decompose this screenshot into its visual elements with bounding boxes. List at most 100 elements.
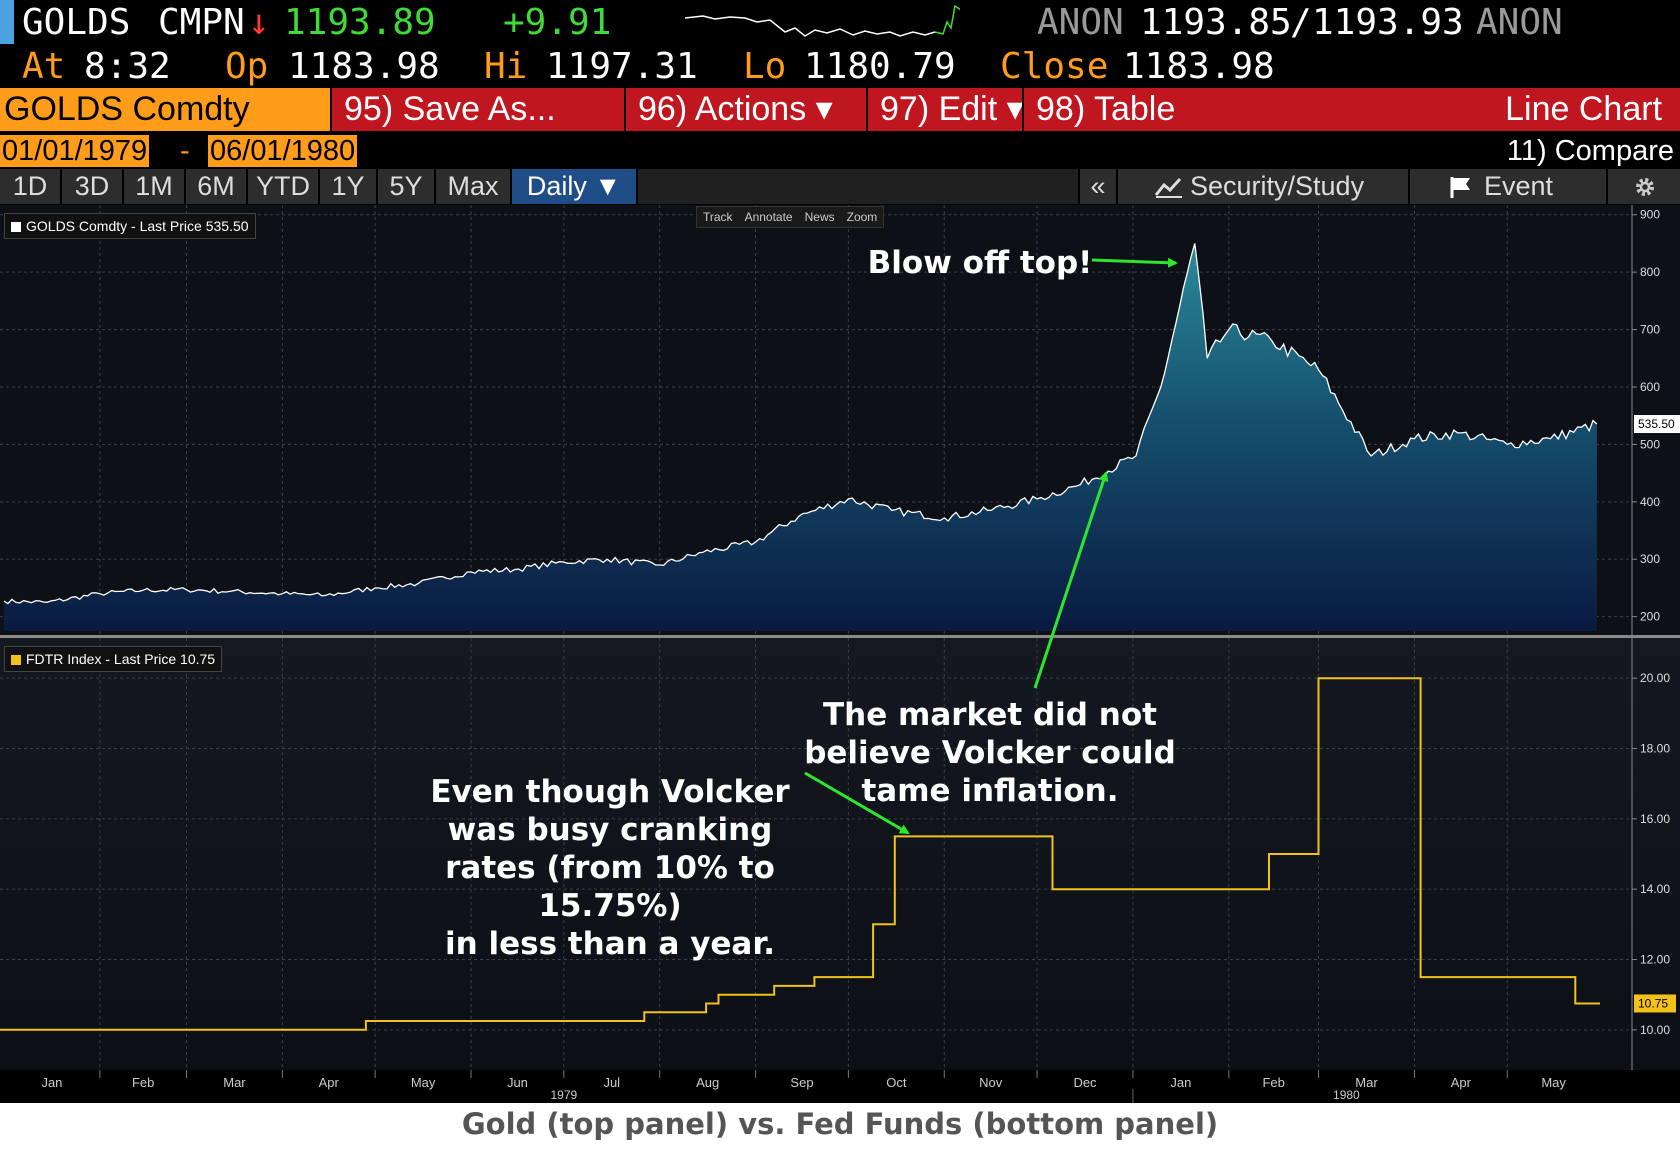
gold-last-tag-label: 535.50 bbox=[1638, 417, 1675, 431]
x-tick-label: Mar bbox=[1355, 1075, 1378, 1090]
volcker-arrow bbox=[804, 771, 910, 835]
end-date-field[interactable]: 06/01/1980 bbox=[208, 135, 358, 167]
settings-button[interactable] bbox=[1606, 169, 1680, 204]
event-label: Event bbox=[1484, 171, 1554, 201]
security-study-button[interactable]: Security/Study bbox=[1116, 169, 1408, 204]
gold-y-tick-label: 600 bbox=[1640, 380, 1660, 394]
net-change: +9.91 bbox=[503, 2, 612, 43]
low-value: 1180.79 bbox=[804, 46, 956, 87]
flag-icon bbox=[1450, 177, 1470, 198]
quote-time: 8:32 bbox=[84, 46, 171, 87]
market-annotation-line: believe Volcker could bbox=[804, 735, 1176, 771]
fed-y-tick-label: 16.00 bbox=[1640, 812, 1670, 826]
volcker-annotation: Even though Volcker was busy cranking ra… bbox=[380, 773, 840, 963]
at-label: At bbox=[22, 46, 66, 87]
volcker-annotation-line: was busy cranking bbox=[447, 812, 773, 848]
low-label: Lo bbox=[743, 46, 787, 87]
x-tick-label: Apr bbox=[1451, 1075, 1472, 1090]
x-tick-label: Apr bbox=[319, 1075, 340, 1090]
news-button[interactable]: News bbox=[804, 210, 835, 224]
tab-3d[interactable]: 3D bbox=[62, 169, 124, 204]
period-tab-bar: 1D 3D 1M 6M YTD 1Y 5Y Max Daily ▼ « Secu… bbox=[0, 169, 1680, 204]
start-date-field[interactable]: 01/01/1979 bbox=[0, 135, 150, 167]
volcker-annotation-line: in less than a year. bbox=[444, 926, 775, 962]
chart-type-title: Line Chart bbox=[1505, 90, 1662, 128]
tab-ytd[interactable]: YTD bbox=[248, 169, 320, 204]
tab-5y[interactable]: 5Y bbox=[378, 169, 436, 204]
collapse-icon[interactable]: « bbox=[1078, 169, 1116, 204]
open-value: 1183.98 bbox=[288, 46, 440, 87]
volcker-annotation-line: rates (from 10% to 15.75%) bbox=[445, 850, 775, 924]
bid-label: ANON bbox=[1037, 2, 1124, 43]
ask-label: ANON bbox=[1476, 2, 1563, 43]
tab-1y[interactable]: 1Y bbox=[320, 169, 378, 204]
ticker[interactable]: GOLDS bbox=[22, 2, 131, 43]
annotate-button[interactable]: Annotate bbox=[744, 210, 793, 224]
tab-6m[interactable]: 6M bbox=[186, 169, 248, 204]
x-tick-label: Aug bbox=[696, 1075, 719, 1090]
x-tick-label: Jan bbox=[1170, 1075, 1191, 1090]
market-annotation-line: tame inflation. bbox=[861, 773, 1119, 809]
security-field[interactable]: GOLDS Comdty bbox=[0, 88, 330, 131]
axes: Jan Feb Mar Apr May Jun Jul Aug Sep Oct Nov Dec Jan F… bbox=[41, 205, 1670, 1103]
event-button[interactable]: Event bbox=[1408, 169, 1606, 204]
year-label: 1979 bbox=[550, 1088, 577, 1102]
bid-ask-separator: / bbox=[1290, 2, 1312, 43]
gold-y-tick-label: 500 bbox=[1640, 437, 1660, 451]
actions-menu[interactable]: 96) Actions ▾ bbox=[624, 88, 878, 131]
gold-legend[interactable]: GOLDS Comdty - Last Price 535.50 bbox=[4, 213, 256, 239]
date-range-row: 01/01/1979 - 06/01/1980 11) Compare bbox=[0, 133, 1680, 169]
fed-y-tick-label: 14.00 bbox=[1640, 882, 1670, 896]
last-price: 1193.89 bbox=[284, 2, 436, 43]
zoom-button[interactable]: Zoom bbox=[846, 210, 878, 224]
panel-divider[interactable] bbox=[0, 635, 1680, 638]
x-tick-label: Jun bbox=[507, 1075, 528, 1090]
market-annotation-line: The market did not bbox=[823, 697, 1157, 733]
blow-off-annotation: Blow off top! bbox=[867, 245, 1093, 281]
tab-max[interactable]: Max bbox=[436, 169, 512, 204]
selection-marker bbox=[0, 0, 14, 44]
x-tick-label: Oct bbox=[886, 1075, 907, 1090]
fed-legend[interactable]: FDTR Index - Last Price 10.75 bbox=[4, 646, 223, 672]
fed-y-tick-label: 20.00 bbox=[1640, 671, 1670, 685]
table-button[interactable]: 98) Table bbox=[1022, 88, 1226, 131]
fed-last-tag bbox=[1634, 994, 1676, 1013]
gold-area bbox=[4, 243, 1597, 631]
fed-funds-plot: 10.75 bbox=[0, 677, 1676, 1031]
gold-y-tick-label: 200 bbox=[1640, 610, 1660, 624]
gold-y-tick-label: 300 bbox=[1640, 552, 1660, 566]
bid-price: 1193.85 bbox=[1140, 2, 1292, 43]
bottom-panel-bg bbox=[0, 635, 1680, 1073]
x-tick-label: Jan bbox=[41, 1075, 62, 1090]
save-as-button[interactable]: 95) Save As... bbox=[330, 88, 636, 131]
ask-price: 1193.93 bbox=[1312, 2, 1464, 43]
figure-caption: Gold (top panel) vs. Fed Funds (bottom p… bbox=[0, 1103, 1680, 1151]
compare-button[interactable]: 11) Compare bbox=[1506, 135, 1674, 167]
edit-menu[interactable]: 97) Edit ▾ bbox=[866, 88, 1034, 131]
x-tick-label: Dec bbox=[1073, 1075, 1097, 1090]
market-arrow bbox=[1033, 471, 1109, 689]
annotation-arrows bbox=[804, 257, 1178, 835]
track-button[interactable]: Track bbox=[703, 210, 733, 224]
x-axis-band bbox=[0, 1070, 1680, 1103]
open-label: Op bbox=[225, 46, 269, 87]
function-menu-bar: GOLDS Comdty 95) Save As... 96) Actions … bbox=[0, 88, 1680, 131]
tab-1m[interactable]: 1M bbox=[124, 169, 186, 204]
x-tick-label: May bbox=[411, 1075, 436, 1090]
year-label: 1980 bbox=[1333, 1088, 1360, 1102]
gold-y-tick-label: 700 bbox=[1640, 323, 1660, 337]
high-label: Hi bbox=[484, 46, 528, 87]
x-tick-label: Mar bbox=[223, 1075, 246, 1090]
quote-line: GOLDS CMPN ↓ 1193.89 +9.91 ANON 1193.85 … bbox=[0, 0, 1680, 44]
period-dropdown[interactable]: Daily ▼ bbox=[512, 169, 638, 204]
fed-step-line bbox=[0, 677, 1600, 1031]
volcker-annotation-line: Even though Volcker bbox=[430, 774, 790, 810]
high-value: 1197.31 bbox=[546, 46, 698, 87]
ohlc-line: At 8:32 Op 1183.98 Hi 1197.31 Lo 1180.79… bbox=[0, 44, 1680, 88]
tab-1d[interactable]: 1D bbox=[0, 169, 62, 204]
close-label: Close bbox=[1000, 46, 1109, 87]
gold-plot: 535.50 bbox=[3, 243, 1680, 631]
fed-y-tick-label: 12.00 bbox=[1640, 953, 1670, 967]
chart-canvas[interactable]: 535.50 10.75 Jan Feb Mar Apr May Jun Jul Aug Sep… bbox=[0, 205, 1680, 1103]
fed-y-tick-label: 18.00 bbox=[1640, 742, 1670, 756]
